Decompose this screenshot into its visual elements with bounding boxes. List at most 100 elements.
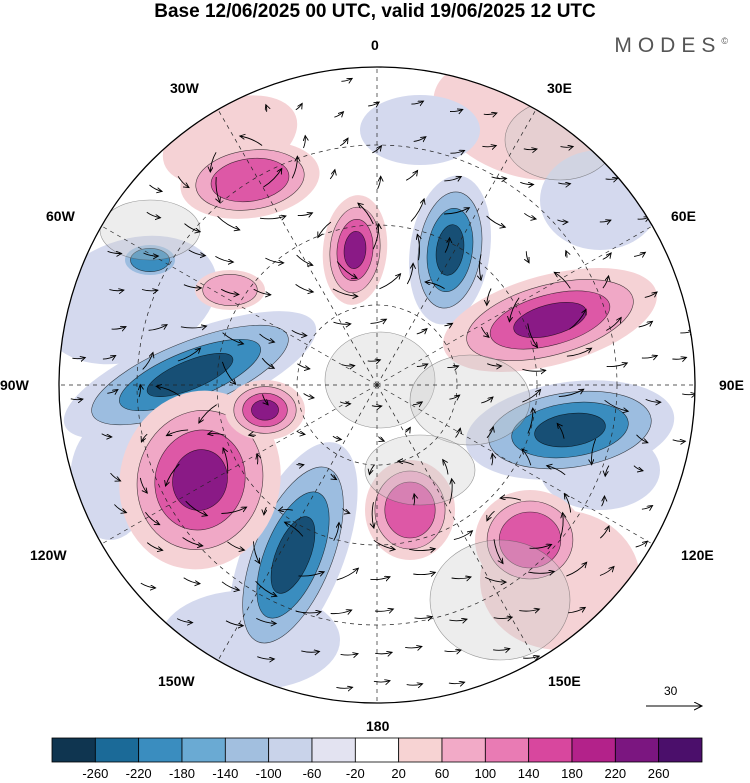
wind-arrow bbox=[451, 577, 471, 579]
wind-arrow bbox=[604, 399, 629, 411]
wind-arrow bbox=[146, 211, 161, 217]
wind-arrow bbox=[332, 288, 358, 296]
wind-arrow bbox=[487, 288, 492, 306]
wind-arrow bbox=[180, 326, 207, 328]
colorbar-swatch bbox=[268, 737, 313, 763]
wind-arrow bbox=[339, 402, 351, 404]
wind-arrow bbox=[564, 494, 572, 513]
wind-arrow bbox=[602, 253, 611, 260]
colorbar-tick: -60 bbox=[302, 766, 322, 781]
wind-arrow bbox=[374, 609, 393, 611]
wind-arrow bbox=[487, 510, 495, 521]
colorbar-swatch bbox=[181, 737, 226, 763]
wind-arrow bbox=[341, 78, 352, 81]
wind-arrow bbox=[303, 393, 314, 398]
wind-arrow bbox=[602, 276, 609, 289]
wind-arrow bbox=[410, 199, 424, 222]
wind-arrow bbox=[523, 656, 539, 658]
wind-arrow bbox=[375, 652, 392, 654]
lon-label-90e: 90E bbox=[719, 377, 744, 393]
wind-arrow bbox=[367, 360, 381, 361]
positive-anomaly-north-center bbox=[322, 195, 388, 305]
wind-arrow bbox=[449, 395, 459, 399]
colorbar-tick: 260 bbox=[647, 766, 670, 781]
wind-arrow bbox=[102, 356, 116, 360]
wind-arrow bbox=[414, 494, 415, 506]
wind-arrow bbox=[368, 102, 379, 106]
wind-arrow bbox=[278, 510, 293, 511]
wind-arrow bbox=[265, 257, 283, 263]
wind-arrow bbox=[559, 513, 563, 539]
wind-arrow bbox=[266, 105, 267, 112]
wind-arrow bbox=[372, 224, 379, 250]
wind-arrow bbox=[285, 522, 304, 537]
wind-arrow bbox=[110, 472, 121, 481]
positive-anomaly-west-center bbox=[225, 380, 305, 440]
wind-arrow bbox=[566, 562, 586, 577]
wind-arrow bbox=[411, 101, 423, 104]
wind-arrow bbox=[444, 177, 461, 181]
wind-arrow bbox=[601, 496, 605, 507]
wind-arrow bbox=[378, 436, 384, 442]
wind-arrow bbox=[480, 326, 489, 337]
wind-arrow bbox=[298, 572, 325, 576]
wind-arrow bbox=[599, 567, 614, 576]
wind-arrow bbox=[223, 448, 229, 474]
wind-arrow bbox=[524, 212, 536, 219]
wind-arrow bbox=[444, 208, 469, 215]
wind-arrow bbox=[599, 220, 611, 222]
wind-arrow bbox=[405, 427, 410, 432]
wind-arrow bbox=[547, 466, 566, 476]
wind-arrow bbox=[483, 113, 497, 115]
wind-arrow bbox=[554, 272, 571, 289]
wind-arrow bbox=[409, 549, 435, 551]
wind-arrow bbox=[369, 464, 375, 475]
colorbar-tick: 100 bbox=[474, 766, 497, 781]
colorbar-tick: 220 bbox=[604, 766, 627, 781]
wind-arrow bbox=[373, 539, 395, 549]
wind-arrow bbox=[449, 109, 463, 111]
wind-arrow bbox=[372, 146, 381, 154]
wind-arrow bbox=[221, 361, 235, 384]
wind-arrow bbox=[416, 364, 428, 367]
wind-arrow bbox=[566, 251, 567, 258]
wind-arrow bbox=[141, 433, 148, 442]
colorbar-tick: 140 bbox=[517, 766, 540, 781]
wind-arrow bbox=[644, 292, 657, 298]
lon-label-30e: 30E bbox=[547, 80, 572, 96]
wind-arrow bbox=[177, 176, 189, 187]
wind-arrow bbox=[217, 215, 240, 230]
wind-arrow bbox=[522, 449, 532, 466]
colorbar-swatch bbox=[441, 737, 486, 763]
wind-arrow bbox=[557, 220, 568, 222]
lon-label-180: 180 bbox=[366, 718, 390, 734]
wind-arrow bbox=[569, 309, 586, 330]
wind-arrow bbox=[259, 216, 286, 219]
wind-arrow bbox=[493, 649, 510, 651]
lon-label-150e: 150E bbox=[548, 673, 581, 689]
wind-arrow bbox=[449, 619, 467, 621]
wind-arrow bbox=[141, 290, 158, 291]
colorbar-tick: 180 bbox=[561, 766, 583, 781]
wind-arrow bbox=[491, 177, 507, 179]
wind-arrow bbox=[450, 150, 464, 153]
lon-label-60e: 60E bbox=[671, 208, 696, 224]
wind-arrow bbox=[340, 654, 358, 655]
wind-arrow bbox=[398, 461, 414, 466]
wind-arrow bbox=[114, 504, 126, 513]
wind-arrow bbox=[417, 234, 419, 261]
wind-vectors bbox=[70, 78, 695, 688]
wind-arrow bbox=[342, 508, 350, 514]
wind-arrow bbox=[522, 369, 545, 371]
wind-arrow bbox=[295, 611, 321, 613]
wind-arrow bbox=[225, 620, 243, 626]
wind-arrow bbox=[222, 332, 244, 344]
wind-arrow bbox=[568, 607, 585, 614]
colorbar-tick: 20 bbox=[391, 766, 406, 781]
wind-arrow bbox=[109, 290, 124, 291]
wind-arrow bbox=[645, 398, 661, 402]
wind-arrow bbox=[216, 176, 220, 203]
wind-arrow bbox=[177, 348, 201, 362]
colorbar-swatch bbox=[398, 737, 443, 763]
